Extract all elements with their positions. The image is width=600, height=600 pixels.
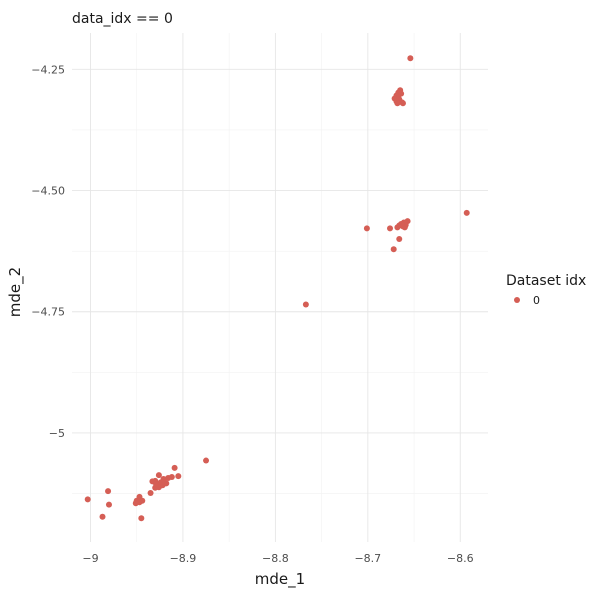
data-point <box>363 225 370 232</box>
data-point <box>463 209 470 216</box>
data-point <box>105 488 112 495</box>
data-point <box>175 473 182 480</box>
x-tick-label: −8.8 <box>262 552 289 565</box>
y-tick-label: −5 <box>49 427 65 440</box>
x-tick-label: −9 <box>82 552 98 565</box>
data-point <box>390 246 397 253</box>
y-tick-label: −4.50 <box>31 185 65 198</box>
data-point <box>396 236 403 243</box>
legend: Dataset idx 0 <box>506 273 586 307</box>
data-point <box>171 464 178 471</box>
x-tick-label: −8.6 <box>447 552 474 565</box>
x-axis-title: mde_1 <box>255 570 305 589</box>
y-tick-labels: −4.25 −4.50 −4.75 −5 <box>31 63 65 440</box>
data-point <box>147 490 154 497</box>
data-point <box>394 100 401 107</box>
data-point <box>165 475 172 482</box>
data-point <box>394 224 401 231</box>
data-point <box>155 472 162 479</box>
data-point <box>387 225 394 232</box>
data-point <box>99 513 106 520</box>
data-point <box>84 496 91 503</box>
data-points <box>84 55 470 522</box>
data-point <box>132 500 139 507</box>
data-point <box>203 457 210 464</box>
x-tick-label: −8.9 <box>170 552 197 565</box>
data-point <box>399 100 406 107</box>
data-point <box>138 515 145 522</box>
y-tick-label: −4.25 <box>31 63 65 76</box>
legend-title: Dataset idx <box>506 273 586 289</box>
data-point <box>407 55 414 62</box>
chart-title: data_idx == 0 <box>72 11 173 27</box>
legend-label-0: 0 <box>533 294 540 307</box>
legend-key-0 <box>514 297 520 303</box>
x-tick-labels: −9 −8.9 −8.8 −8.7 −8.6 <box>82 552 473 565</box>
grid <box>72 33 488 542</box>
y-tick-label: −4.75 <box>31 306 65 319</box>
x-tick-label: −8.7 <box>354 552 381 565</box>
data-point <box>152 484 159 491</box>
y-axis-title: mde_2 <box>6 267 25 317</box>
data-point <box>302 301 309 308</box>
data-point <box>105 501 112 508</box>
data-point <box>401 224 408 231</box>
